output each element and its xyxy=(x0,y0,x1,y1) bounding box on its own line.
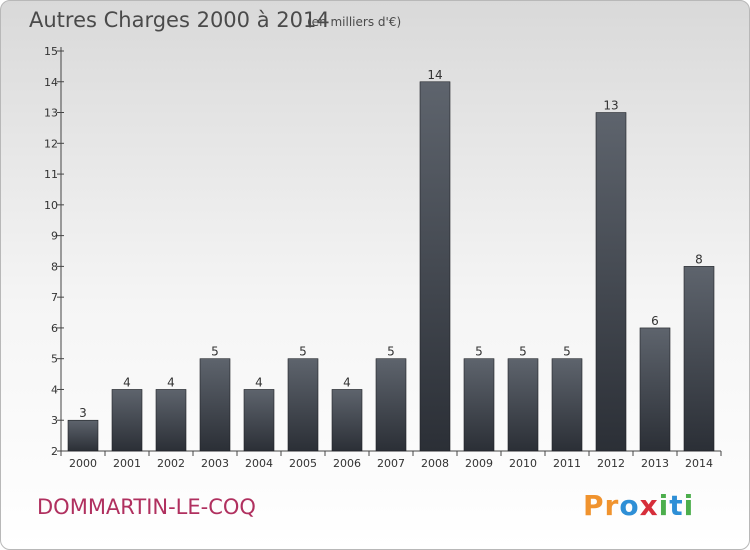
logo-letter: r xyxy=(604,489,620,522)
data-label: 5 xyxy=(211,345,219,359)
data-label: 5 xyxy=(299,345,307,359)
data-label: 4 xyxy=(167,375,175,389)
bar xyxy=(551,358,583,452)
bar xyxy=(507,358,539,452)
x-tick-label: 2008 xyxy=(421,457,449,470)
bar xyxy=(155,389,187,452)
bar xyxy=(199,358,231,452)
x-tick-label: 2001 xyxy=(113,457,141,470)
logo-letter: i xyxy=(658,489,670,522)
data-label: 4 xyxy=(255,375,263,389)
data-label: 13 xyxy=(603,99,618,113)
y-tick-label: 9 xyxy=(51,230,58,243)
data-label: 3 xyxy=(79,406,87,420)
data-label: 8 xyxy=(695,252,703,266)
data-label: 5 xyxy=(387,345,395,359)
bar xyxy=(111,389,143,452)
y-tick-label: 13 xyxy=(44,107,58,120)
chart-subtitle: (en milliers d'€) xyxy=(307,15,402,29)
y-tick-label: 11 xyxy=(44,168,58,181)
x-tick-label: 2009 xyxy=(465,457,493,470)
y-tick-label: 12 xyxy=(44,137,58,150)
y-tick-label: 3 xyxy=(51,414,58,427)
data-label: 4 xyxy=(343,375,351,389)
logo-letter: o xyxy=(619,489,640,522)
x-tick-label: 2006 xyxy=(333,457,361,470)
bar xyxy=(595,112,627,452)
y-tick-label: 7 xyxy=(51,291,58,304)
bar xyxy=(331,389,363,452)
bar xyxy=(683,266,715,452)
bar xyxy=(463,358,495,452)
city-name: DOMMARTIN-LE-COQ xyxy=(37,495,256,519)
logo-letter: P xyxy=(583,489,605,522)
x-tick-label: 2007 xyxy=(377,457,405,470)
data-label: 4 xyxy=(123,375,131,389)
x-tick-label: 2012 xyxy=(597,457,625,470)
bar xyxy=(243,389,275,452)
data-label: 5 xyxy=(563,345,571,359)
y-tick-label: 6 xyxy=(51,322,58,335)
data-label: 6 xyxy=(651,314,659,328)
bar xyxy=(67,419,99,452)
x-tick-label: 2003 xyxy=(201,457,229,470)
x-tick-label: 2002 xyxy=(157,457,185,470)
logo-letter: x xyxy=(639,489,659,522)
chart-title: Autres Charges 2000 à 2014 xyxy=(29,8,330,32)
y-tick-label: 10 xyxy=(44,199,58,212)
y-tick-label: 14 xyxy=(44,76,58,89)
data-label: 5 xyxy=(519,345,527,359)
x-tick-label: 2000 xyxy=(69,457,97,470)
bar xyxy=(419,81,451,452)
y-tick-label: 15 xyxy=(44,45,58,58)
x-tick-label: 2013 xyxy=(641,457,669,470)
x-tick-label: 2010 xyxy=(509,457,537,470)
data-label: 5 xyxy=(475,345,483,359)
logo-letter: i xyxy=(683,489,695,522)
bar xyxy=(375,358,407,452)
data-label: 14 xyxy=(427,68,442,82)
y-tick-label: 4 xyxy=(51,383,58,396)
x-tick-label: 2005 xyxy=(289,457,317,470)
y-tick-label: 5 xyxy=(51,353,58,366)
proxiti-logo: Proxiti xyxy=(583,489,694,522)
y-tick-label: 2 xyxy=(51,445,58,458)
x-tick-label: 2011 xyxy=(553,457,581,470)
y-tick-label: 8 xyxy=(51,260,58,273)
bar xyxy=(639,327,671,452)
x-tick-label: 2014 xyxy=(685,457,713,470)
bar xyxy=(287,358,319,452)
x-tick-label: 2004 xyxy=(245,457,273,470)
logo-letter: t xyxy=(669,489,684,522)
